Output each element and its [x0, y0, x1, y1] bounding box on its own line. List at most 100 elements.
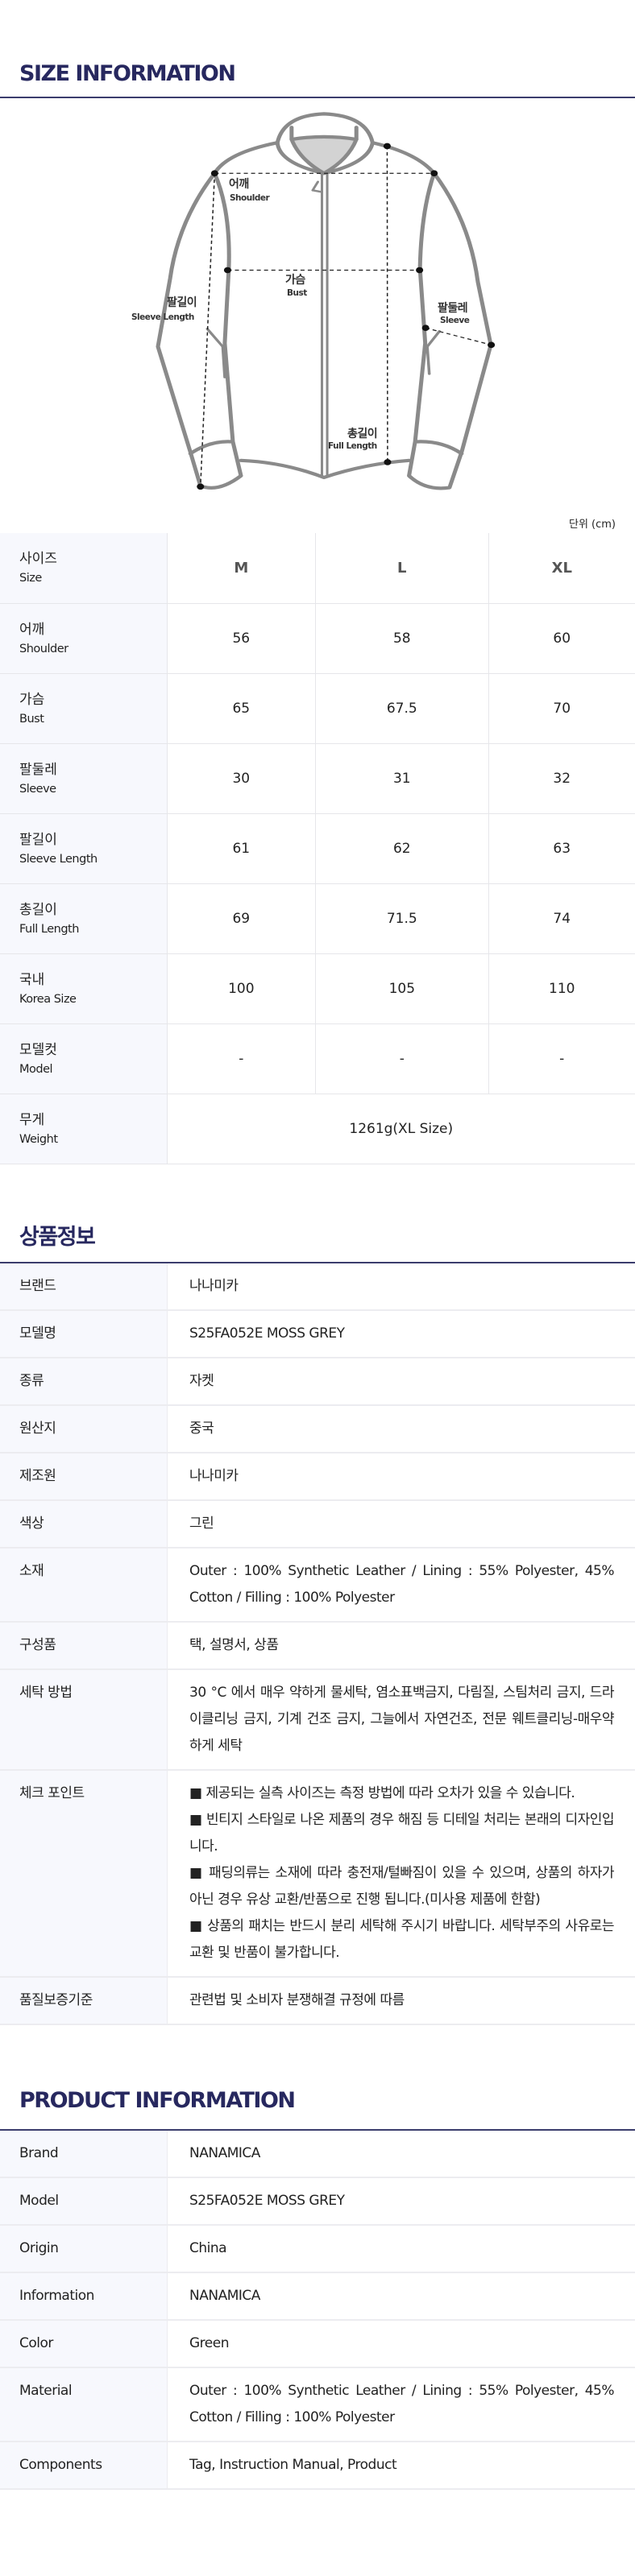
row-label: 세탁 방법 — [0, 1669, 168, 1769]
size-value: 56 — [166, 603, 316, 674]
section-title: PRODUCT INFORMATION — [19, 2087, 296, 2113]
size-col-header: M — [166, 533, 316, 604]
size-col-header: L — [315, 533, 488, 604]
sleeve-label-en: Sleeve — [440, 316, 470, 325]
row-label: Components — [0, 2442, 168, 2488]
row-label: Origin — [0, 2225, 168, 2272]
row-value: China — [189, 2239, 227, 2256]
weight-value: 1261g(XL Size) — [166, 1094, 635, 1164]
row-header: 총길이 Full Length — [0, 883, 167, 954]
row-label: 색상 — [0, 1500, 168, 1547]
table-row: 구성품 택, 설명서, 상품 — [0, 1622, 635, 1670]
row-value: Outer : 100% Synthetic Leather / Lining … — [189, 1562, 615, 1606]
row-value: 관련법 및 소비자 분쟁해결 규정에 따름 — [189, 1991, 405, 2008]
table-row: 모델컷 Model - - - — [0, 1023, 635, 1094]
table-row: Origin China — [0, 2225, 635, 2273]
size-value: 67.5 — [315, 673, 488, 744]
full-length-label-en: Full Length — [328, 441, 377, 451]
product-info-en-header: PRODUCT INFORMATION — [0, 2025, 635, 2131]
size-table: 사이즈 Size M L XL 어깨 Shoulder 56 58 60 가슴 Bust 65 6… — [0, 533, 635, 1164]
size-value: 71.5 — [315, 883, 488, 954]
table-row: 원산지 중국 — [0, 1405, 635, 1453]
size-value: 70 — [488, 673, 635, 744]
full-length-label-ko: 총길이 — [347, 428, 378, 440]
product-info-ko-header: 상품정보 — [0, 1164, 635, 1263]
row-header: 어깨 Shoulder — [0, 603, 167, 674]
check-point-item: ■ 패딩의류는 소재에 따라 충전재/털빠짐이 있을 수 있으며, 상품의 하자… — [189, 1864, 615, 1908]
table-row: 체크 포인트 ■ 제공되는 실측 사이즈는 측정 방법에 따라 오차가 있을 수… — [0, 1770, 635, 1978]
table-row: 총길이 Full Length 69 71.5 74 — [0, 883, 635, 954]
shoulder-label-en: Shoulder — [230, 193, 270, 203]
bust-label-ko: 가슴 — [285, 274, 305, 287]
size-value: 105 — [315, 953, 488, 1024]
sleeve-length-label-ko: 팔길이 — [167, 296, 197, 309]
unit-label: 단위 (cm) — [568, 519, 616, 531]
table-row: Color Green — [0, 2320, 635, 2368]
size-value: - — [488, 1023, 635, 1094]
section-title: 상품정보 — [19, 1224, 96, 1250]
row-label: 브랜드 — [0, 1263, 168, 1309]
jacket-hem — [239, 458, 412, 480]
divider — [0, 97, 635, 98]
table-row: 품질보증기준 관련법 및 소비자 분쟁해결 규정에 따름 — [0, 1977, 635, 2025]
row-value: 중국 — [189, 1420, 214, 1437]
check-point-list: ■ 제공되는 실측 사이즈는 측정 방법에 따라 오차가 있을 수 있습니다. ■… — [168, 1771, 635, 1976]
table-row: 색상 그린 — [0, 1500, 635, 1548]
product-info-en-table: Brand NANAMICA Model S25FA052E MOSS GREY Ori… — [0, 2130, 635, 2490]
row-header: 무게 Weight — [0, 1094, 167, 1164]
size-value: 100 — [166, 953, 316, 1024]
row-label: Color — [0, 2320, 168, 2367]
row-label: 모델명 — [0, 1310, 168, 1357]
table-row: 팔둘레 Sleeve 30 31 32 — [0, 743, 635, 814]
table-row: Model S25FA052E MOSS GREY — [0, 2177, 635, 2226]
row-value: S25FA052E MOSS GREY — [189, 1325, 345, 1342]
row-label: 종류 — [0, 1358, 168, 1404]
size-col-header: XL — [488, 533, 635, 604]
table-row: 브랜드 나나미카 — [0, 1263, 635, 1311]
row-label: Model — [0, 2177, 168, 2224]
row-value: Green — [189, 2334, 229, 2351]
bust-label-en: Bust — [287, 288, 307, 298]
size-value: 62 — [315, 813, 488, 884]
size-value: 58 — [315, 603, 488, 674]
row-value: 나나미카 — [189, 1277, 239, 1294]
table-row: Information NANAMICA — [0, 2272, 635, 2321]
row-header: 사이즈 Size — [0, 533, 167, 604]
row-value: 택, 설명서, 상품 — [189, 1636, 279, 1653]
row-value: NANAMICA — [189, 2287, 260, 2304]
check-point-item: ■ 상품의 패치는 반드시 분리 세탁해 주시기 바랍니다. 세탁부주의 사유로… — [189, 1917, 615, 1961]
jacket-left-sleeve — [156, 141, 280, 490]
row-value: 30 °C 에서 매우 약하게 물세탁, 염소표백금지, 다림질, 스팀처리 금… — [189, 1684, 615, 1754]
row-header: 팔길이 Sleeve Length — [0, 813, 167, 884]
table-row: 어깨 Shoulder 56 58 60 — [0, 603, 635, 674]
row-label: 소재 — [0, 1548, 168, 1621]
table-row: 가슴 Bust 65 67.5 70 — [0, 673, 635, 744]
section-title: SIZE INFORMATION — [19, 61, 236, 86]
size-value: 61 — [166, 813, 316, 884]
table-row: Components Tag, Instruction Manual, Produ… — [0, 2442, 635, 2490]
size-value: 63 — [488, 813, 635, 884]
row-value: Tag, Instruction Manual, Product — [189, 2456, 397, 2473]
size-value: 74 — [488, 883, 635, 954]
jacket-zipper — [321, 172, 329, 478]
row-value: 그린 — [189, 1515, 214, 1532]
table-row: 국내 Korea Size 100 105 110 — [0, 953, 635, 1024]
sleeve-length-label-en: Sleeve Length — [131, 312, 194, 322]
check-point-item: ■ 제공되는 실측 사이즈는 측정 방법에 따라 오차가 있을 수 있습니다. — [189, 1784, 575, 1801]
table-row: 모델명 S25FA052E MOSS GREY — [0, 1310, 635, 1358]
check-point-item: ■ 빈티지 스타일로 나온 제품의 경우 해짐 등 디테일 처리는 본래의 디자… — [189, 1811, 615, 1854]
jacket-measurement-diagram — [156, 112, 496, 490]
size-value: 31 — [315, 743, 488, 814]
sleeve-label-ko: 팔둘레 — [438, 302, 468, 315]
size-value: 30 — [166, 743, 316, 814]
shoulder-label-ko: 어깨 — [229, 178, 249, 191]
table-row: 종류 자켓 — [0, 1358, 635, 1406]
table-row: Material Outer : 100% Synthetic Leather /… — [0, 2367, 635, 2442]
table-row: 소재 Outer : 100% Synthetic Leather / Linin… — [0, 1548, 635, 1623]
table-row: 사이즈 Size M L XL — [0, 533, 635, 604]
size-value: 32 — [488, 743, 635, 814]
size-value: - — [315, 1023, 488, 1094]
row-label: 제조원 — [0, 1453, 168, 1499]
row-label: Information — [0, 2272, 168, 2319]
